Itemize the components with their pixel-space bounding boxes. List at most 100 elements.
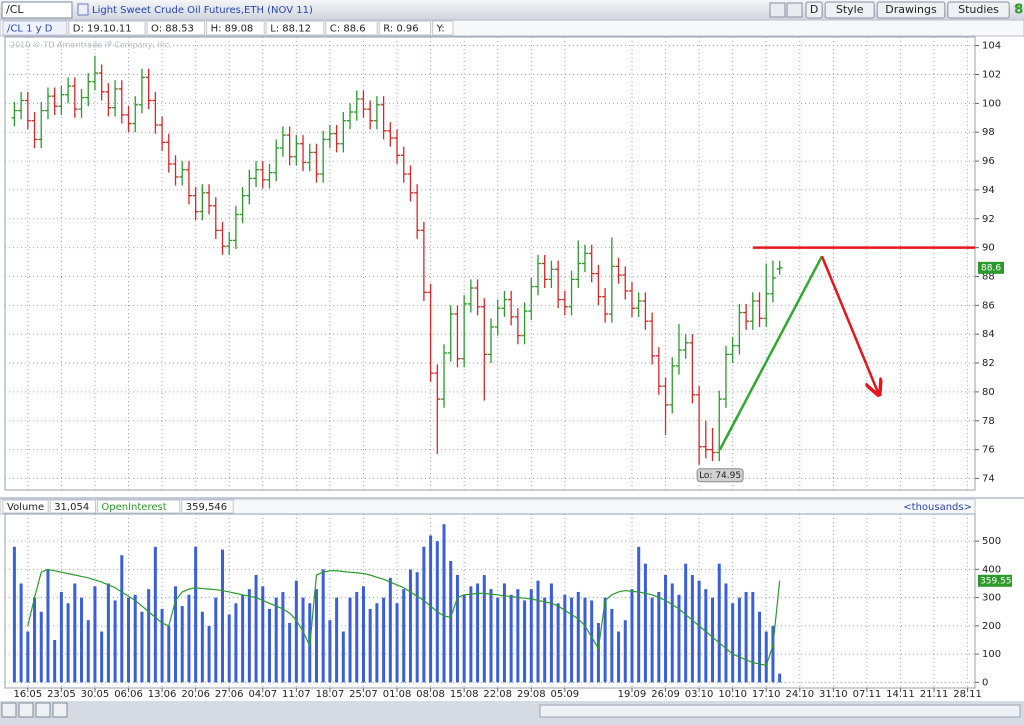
info-text: O: 88.53 bbox=[151, 24, 194, 35]
series-name-cell bbox=[96, 499, 181, 514]
volume-bar bbox=[328, 620, 332, 683]
x-tick-label: 11.07 bbox=[282, 689, 311, 700]
toolbar-button[interactable] bbox=[805, 1, 823, 19]
volume-bar bbox=[529, 589, 533, 683]
toolbar-button[interactable] bbox=[947, 1, 1010, 19]
volume-bar bbox=[46, 569, 50, 683]
separator bbox=[0, 497, 1024, 499]
drawing-line bbox=[718, 255, 824, 451]
info-cell bbox=[265, 20, 325, 36]
toolbar-button-label[interactable]: Studies bbox=[958, 3, 999, 16]
volume-bar bbox=[200, 611, 204, 683]
volume-bar bbox=[247, 589, 251, 683]
volume-bar bbox=[778, 673, 782, 683]
volume-bar bbox=[160, 608, 164, 683]
volume-bar bbox=[489, 589, 493, 683]
symbol-box[interactable] bbox=[1, 1, 73, 19]
toolbar-button-label[interactable]: Drawings bbox=[885, 3, 937, 16]
x-tick-label: 04.07 bbox=[248, 689, 277, 700]
volume-bar bbox=[697, 580, 701, 683]
volume-bar bbox=[650, 597, 654, 683]
y-tick-label: 90 bbox=[982, 243, 995, 254]
tool-icon[interactable] bbox=[786, 2, 803, 18]
info-cell bbox=[2, 20, 68, 36]
oi-label-box bbox=[978, 574, 1012, 587]
y-tick-label: 104 bbox=[982, 41, 1001, 52]
volume-bar bbox=[267, 608, 271, 683]
oi-label: 359.55 bbox=[980, 576, 1012, 586]
toolbar-button[interactable] bbox=[824, 1, 875, 19]
zoom-out[interactable] bbox=[18, 702, 34, 718]
volume-bar bbox=[127, 597, 131, 683]
x-tick-label: 23.05 bbox=[47, 689, 76, 700]
volume-bar bbox=[408, 569, 412, 683]
volume-bar bbox=[643, 563, 647, 683]
volume-bar bbox=[764, 631, 768, 683]
description-icon bbox=[77, 3, 89, 16]
toolbar-button[interactable] bbox=[876, 1, 946, 19]
volume-bar bbox=[106, 583, 110, 683]
x-tick-label: 19.09 bbox=[618, 689, 647, 700]
volume-bar bbox=[583, 597, 587, 683]
volume-bar bbox=[509, 594, 513, 683]
scrollbar[interactable] bbox=[539, 704, 1021, 718]
last-label: 88.6 bbox=[981, 263, 1001, 273]
volume-bar bbox=[476, 583, 480, 683]
x-tick-label: 21.11 bbox=[920, 689, 949, 700]
volume-bar bbox=[39, 611, 43, 683]
settings[interactable] bbox=[52, 702, 68, 718]
volume-bar bbox=[341, 631, 345, 683]
volume-bar bbox=[744, 591, 748, 683]
volume-bar bbox=[496, 597, 500, 683]
volume-bar bbox=[73, 583, 77, 683]
y-tick-label: 92 bbox=[982, 214, 995, 225]
volume-bar bbox=[194, 546, 198, 683]
volume-bar bbox=[314, 589, 318, 683]
volume-bar bbox=[502, 583, 506, 683]
zoom-fit[interactable] bbox=[35, 702, 51, 718]
volume-bar bbox=[690, 575, 694, 683]
volume-bar bbox=[227, 614, 231, 683]
volume-bar bbox=[670, 583, 674, 683]
volume-bar bbox=[751, 591, 755, 683]
volume-bar bbox=[462, 594, 466, 683]
info-text: R: 0.96 bbox=[383, 24, 418, 35]
toolbar-button-label[interactable]: Style bbox=[836, 3, 864, 16]
y-tick-label: 300 bbox=[982, 593, 1001, 604]
volume-bar bbox=[361, 586, 365, 683]
last-label-box bbox=[978, 261, 1004, 274]
volume-bar bbox=[590, 600, 594, 683]
volume-bar bbox=[576, 591, 580, 683]
x-tick-label: 22.08 bbox=[483, 689, 512, 700]
x-tick-label: 14.11 bbox=[886, 689, 915, 700]
volume-bar bbox=[80, 597, 84, 683]
x-tick-label: 15.08 bbox=[450, 689, 479, 700]
info-cell bbox=[325, 20, 378, 36]
volume-bar bbox=[241, 594, 245, 683]
volume-bar bbox=[335, 597, 339, 683]
toolbar-button-label[interactable]: D bbox=[810, 3, 818, 16]
open-interest-line bbox=[27, 568, 781, 667]
y-tick-label: 500 bbox=[982, 536, 1001, 547]
y-tick-label: 100 bbox=[982, 98, 1001, 109]
symbol[interactable]: /CL bbox=[6, 3, 24, 16]
price-panel bbox=[4, 36, 976, 491]
volume-bar bbox=[737, 597, 741, 683]
tool-icon[interactable] bbox=[769, 2, 786, 18]
info-cell bbox=[68, 20, 146, 36]
volume-bar bbox=[153, 546, 157, 683]
volume-bar bbox=[758, 611, 762, 683]
volume-bar bbox=[563, 594, 567, 683]
series-name: OpenInterest bbox=[101, 502, 166, 513]
volume-bar bbox=[455, 575, 459, 683]
volume-bar bbox=[355, 591, 359, 683]
volume-bar bbox=[617, 631, 621, 683]
x-tick-label: 29.08 bbox=[517, 689, 546, 700]
volume-bar bbox=[603, 597, 607, 683]
volume-bar bbox=[711, 597, 715, 683]
volume-bar bbox=[368, 608, 372, 683]
volume-bar bbox=[442, 524, 446, 683]
zoom-in[interactable] bbox=[1, 702, 17, 718]
x-tick-label: 20.06 bbox=[181, 689, 210, 700]
